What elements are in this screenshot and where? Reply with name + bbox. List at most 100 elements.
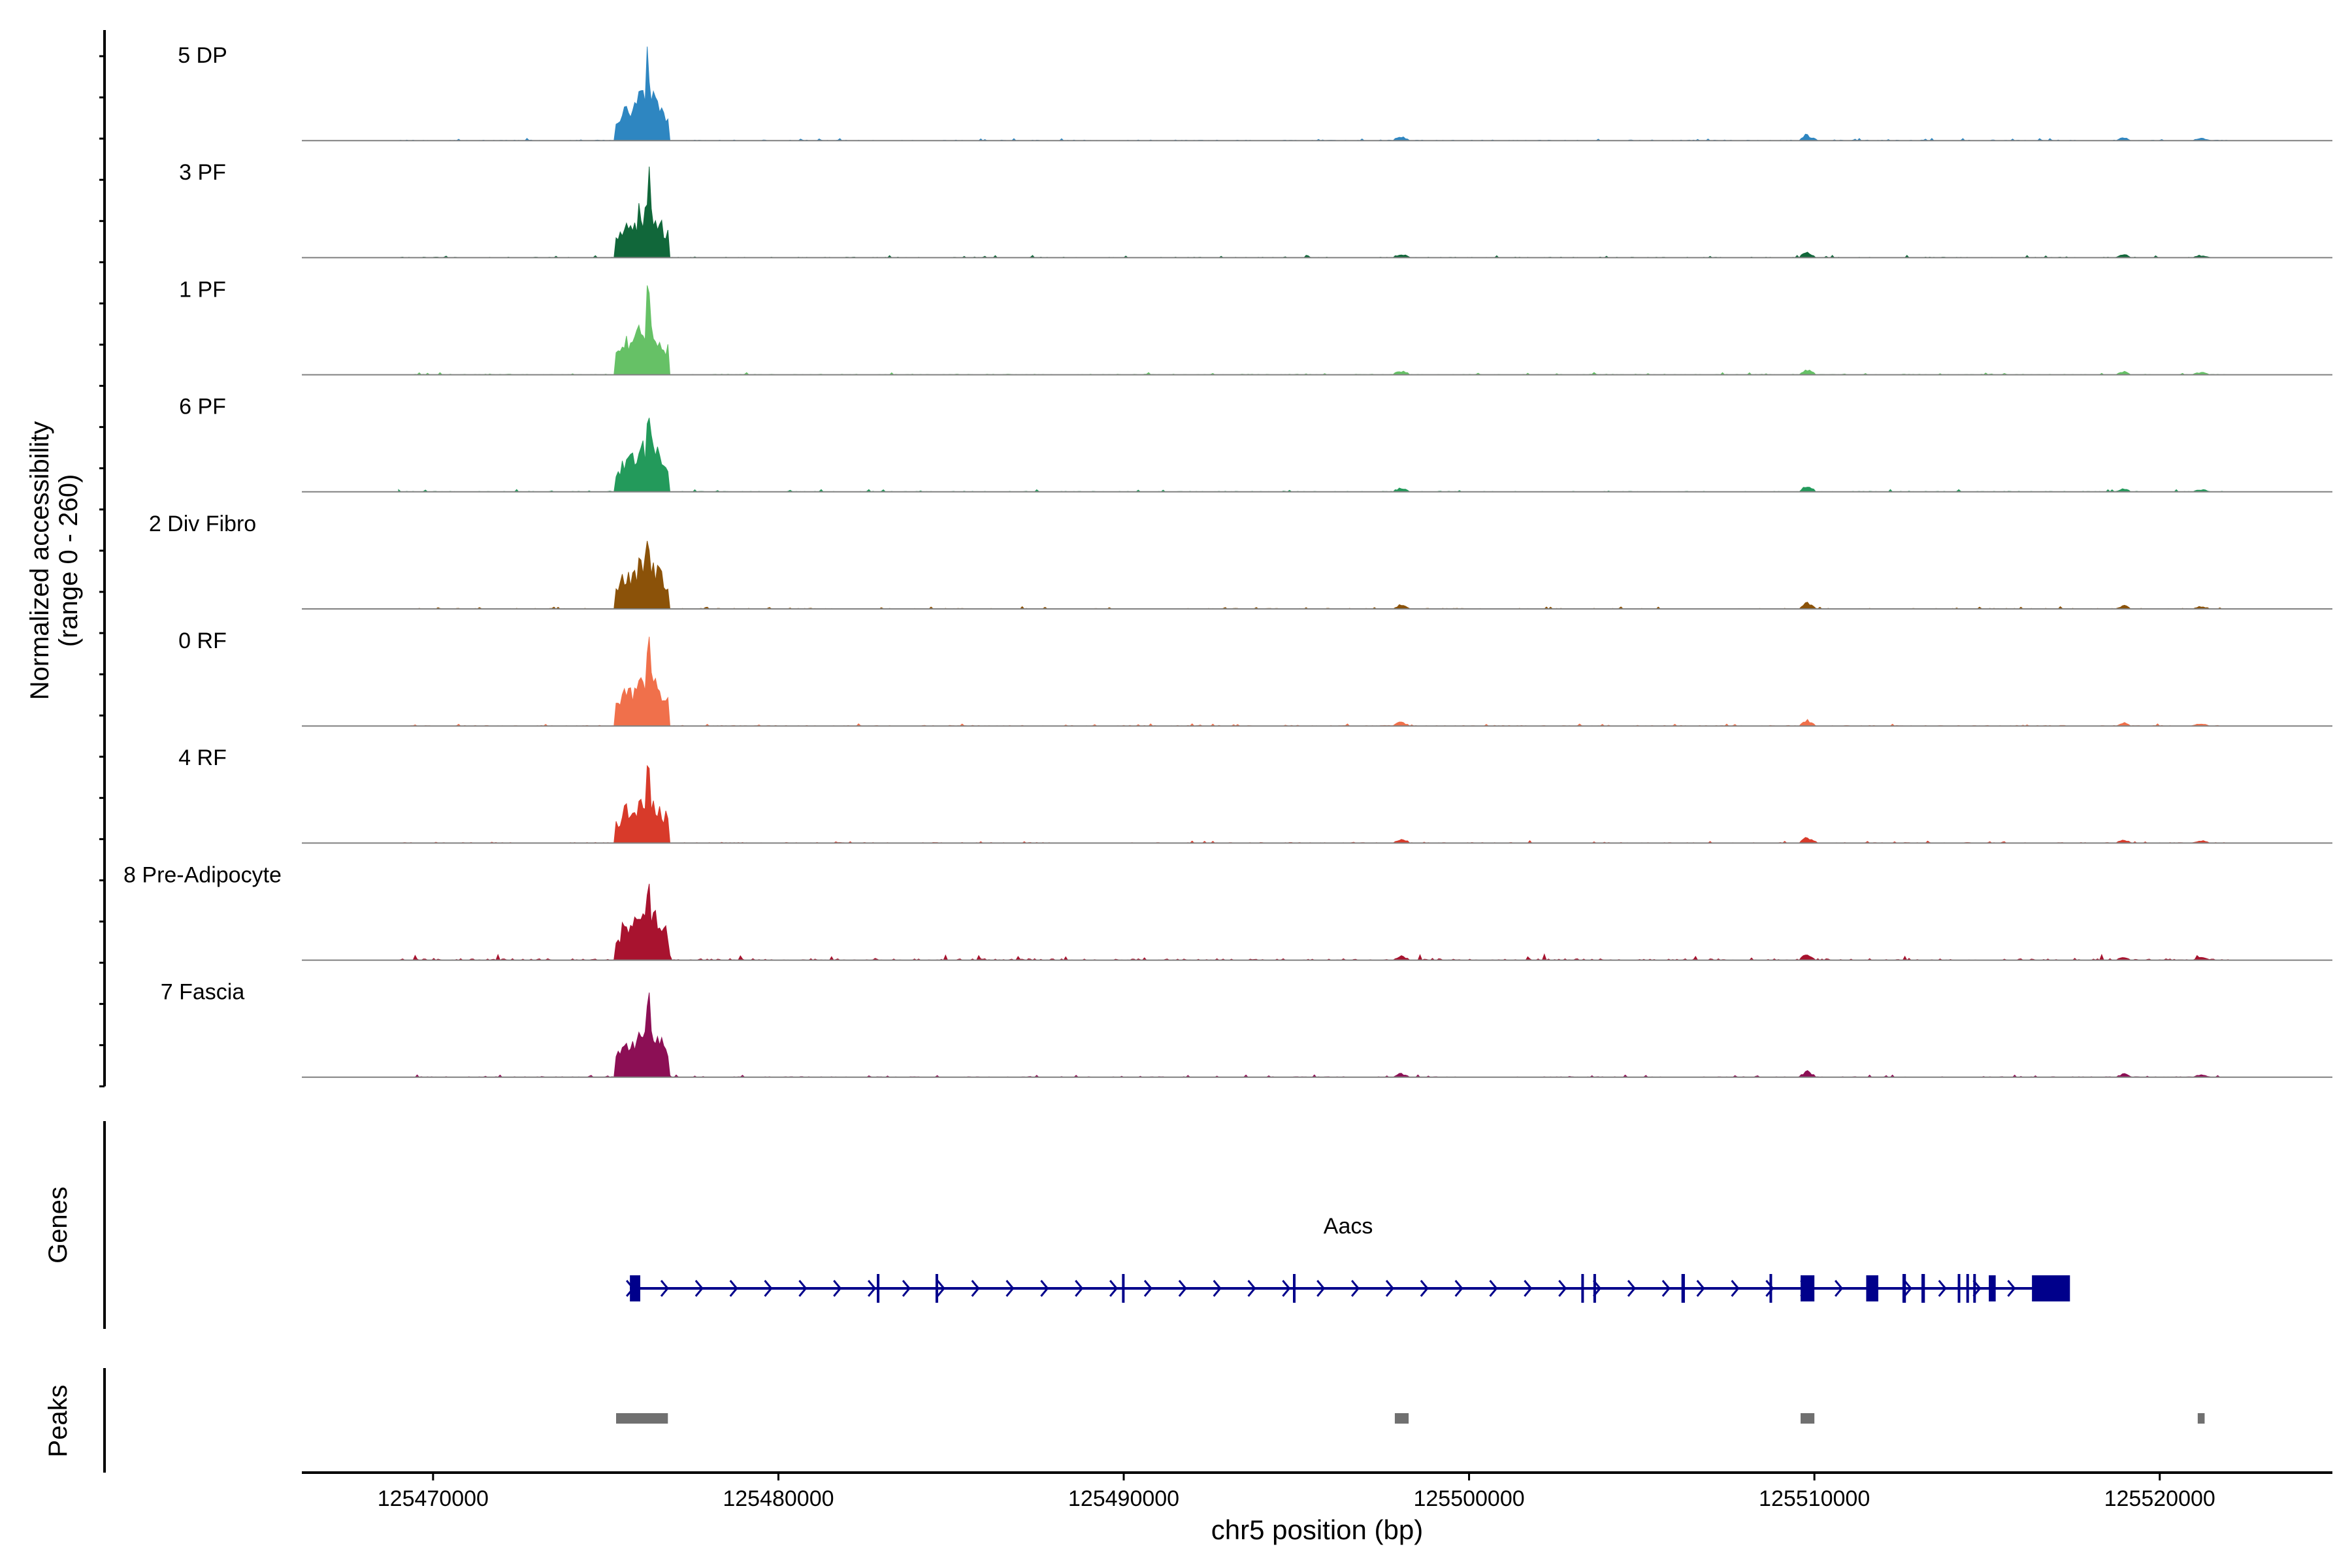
track-3-pf: 3 PF <box>179 160 2332 259</box>
track-4-rf: 4 RF <box>178 745 2332 844</box>
gene-exon <box>1801 1275 1815 1301</box>
strand-arrow <box>1696 1280 1705 1297</box>
track-label: 8 Pre-Adipocyte <box>123 862 282 887</box>
x-tick-label: 125490000 <box>1068 1486 1179 1511</box>
gene-exon <box>1966 1274 1969 1303</box>
peaks-axis-label: Peaks <box>44 1384 73 1457</box>
strand-arrow <box>764 1280 773 1297</box>
strand-arrow <box>1903 1280 1912 1297</box>
track-2-div-fibro: 2 Div Fibro <box>149 512 2332 610</box>
coverage-area-8-pre-adipocyte <box>398 883 2230 961</box>
gene-exon <box>1866 1275 1878 1301</box>
coverage-area-1-pf <box>399 285 2229 376</box>
peak-region <box>2197 1413 2205 1424</box>
accessibility-y-axis <box>99 30 106 1088</box>
track-label: 6 PF <box>179 395 226 419</box>
x-tick-label: 125510000 <box>1759 1486 1870 1511</box>
strand-arrow <box>1109 1280 1119 1297</box>
strand-arrow <box>660 1280 669 1297</box>
coverage-area-5-dp <box>398 46 2229 141</box>
gene-exon <box>1973 1274 1976 1303</box>
track-label: 5 DP <box>178 43 227 68</box>
strand-arrow <box>1075 1280 1084 1297</box>
y-axis-label-line1: Normalized accessibility <box>25 421 54 700</box>
track-1-pf: 1 PF <box>179 277 2332 376</box>
gene-exon <box>2032 1275 2070 1301</box>
track-label: 3 PF <box>179 160 226 185</box>
x-axis-label: chr5 position (bp) <box>1211 1514 1424 1545</box>
peak-region <box>1394 1413 1409 1424</box>
gene-exon <box>1681 1274 1685 1303</box>
coverage-area-2-div-fibro <box>399 540 2229 610</box>
strand-arrow <box>1938 1280 1947 1297</box>
strand-arrow <box>1385 1280 1394 1297</box>
genes-panel: Aacs <box>625 1214 2070 1303</box>
strand-arrow <box>1834 1280 1844 1297</box>
strand-arrow <box>1005 1280 1015 1297</box>
x-tick-label: 125520000 <box>2104 1486 2215 1511</box>
strand-arrow <box>867 1280 877 1297</box>
strand-arrow <box>798 1280 808 1297</box>
strand-arrow <box>1454 1280 1463 1297</box>
strand-arrow <box>1282 1280 1291 1297</box>
x-axis: 125470000 125480000 125490000 125500000 1255… <box>302 1471 2332 1511</box>
track-label: 1 PF <box>179 277 226 302</box>
strand-arrow <box>1558 1280 1567 1297</box>
strand-arrow <box>902 1280 911 1297</box>
strand-arrow <box>1661 1280 1671 1297</box>
strand-arrow <box>1489 1280 1498 1297</box>
track-label: 2 Div Fibro <box>149 512 256 536</box>
strand-arrow <box>1765 1280 1774 1297</box>
gene-exon <box>1769 1274 1772 1303</box>
gene-exon <box>1293 1274 1296 1303</box>
x-tick-label: 125480000 <box>723 1486 834 1511</box>
strand-arrow <box>1420 1280 1429 1297</box>
gene-exon <box>1581 1274 1584 1303</box>
strand-arrow <box>833 1280 842 1297</box>
strand-arrow <box>1350 1280 1360 1297</box>
track-7-fascia: 7 Fascia <box>161 980 2332 1078</box>
genes-axis-label: Genes <box>44 1186 73 1264</box>
strand-arrow <box>2007 1280 2016 1297</box>
gene-exon <box>935 1274 938 1303</box>
coverage-tracks: 5 DP 3 PF 1 PF 6 PF 2 Div Fibro 0 RF 4 RF 8 Pre… <box>123 43 2332 1078</box>
strand-arrow <box>1213 1280 1222 1297</box>
gene-exon <box>1902 1274 1906 1303</box>
strand-arrow <box>1627 1280 1636 1297</box>
track-label: 4 RF <box>178 745 227 770</box>
gene-exon <box>1921 1274 1925 1303</box>
coverage-area-0-rf <box>399 636 2229 727</box>
track-label: 7 Fascia <box>161 980 245 1005</box>
track-label: 0 RF <box>178 629 227 653</box>
gene-name-label: Aacs <box>1324 1214 1373 1239</box>
strand-arrow <box>1040 1280 1049 1297</box>
track-5-dp: 5 DP <box>178 43 2332 142</box>
gene-exon <box>1122 1274 1125 1303</box>
track-8-pre-adipocyte: 8 Pre-Adipocyte <box>123 862 2332 961</box>
gene-exon <box>1593 1274 1596 1303</box>
strand-arrow <box>936 1280 945 1297</box>
strand-arrow <box>971 1280 980 1297</box>
peak-region <box>616 1413 668 1424</box>
strand-arrow <box>1247 1280 1256 1297</box>
strand-arrow <box>1524 1280 1533 1297</box>
gene-exon <box>630 1275 640 1301</box>
x-tick-label: 125470000 <box>378 1486 489 1511</box>
peaks-panel <box>616 1413 2205 1424</box>
gene-exon <box>1957 1274 1961 1303</box>
coverage-area-7-fascia <box>399 992 2229 1078</box>
gene-exon <box>1989 1275 1996 1301</box>
strand-arrow <box>1731 1280 1740 1297</box>
y-axis-label-line2: (range 0 - 260) <box>54 474 83 647</box>
track-0-rf: 0 RF <box>178 629 2332 727</box>
strand-arrow <box>729 1280 738 1297</box>
strand-arrow <box>1143 1280 1152 1297</box>
x-tick-label: 125500000 <box>1413 1486 1524 1511</box>
coverage-area-3-pf <box>398 166 2229 259</box>
coverage-area-6-pf <box>398 417 2229 493</box>
gene-exon <box>877 1274 880 1303</box>
track-6-pf: 6 PF <box>179 395 2332 493</box>
peak-region <box>1801 1413 1815 1424</box>
strand-arrow <box>1316 1280 1326 1297</box>
